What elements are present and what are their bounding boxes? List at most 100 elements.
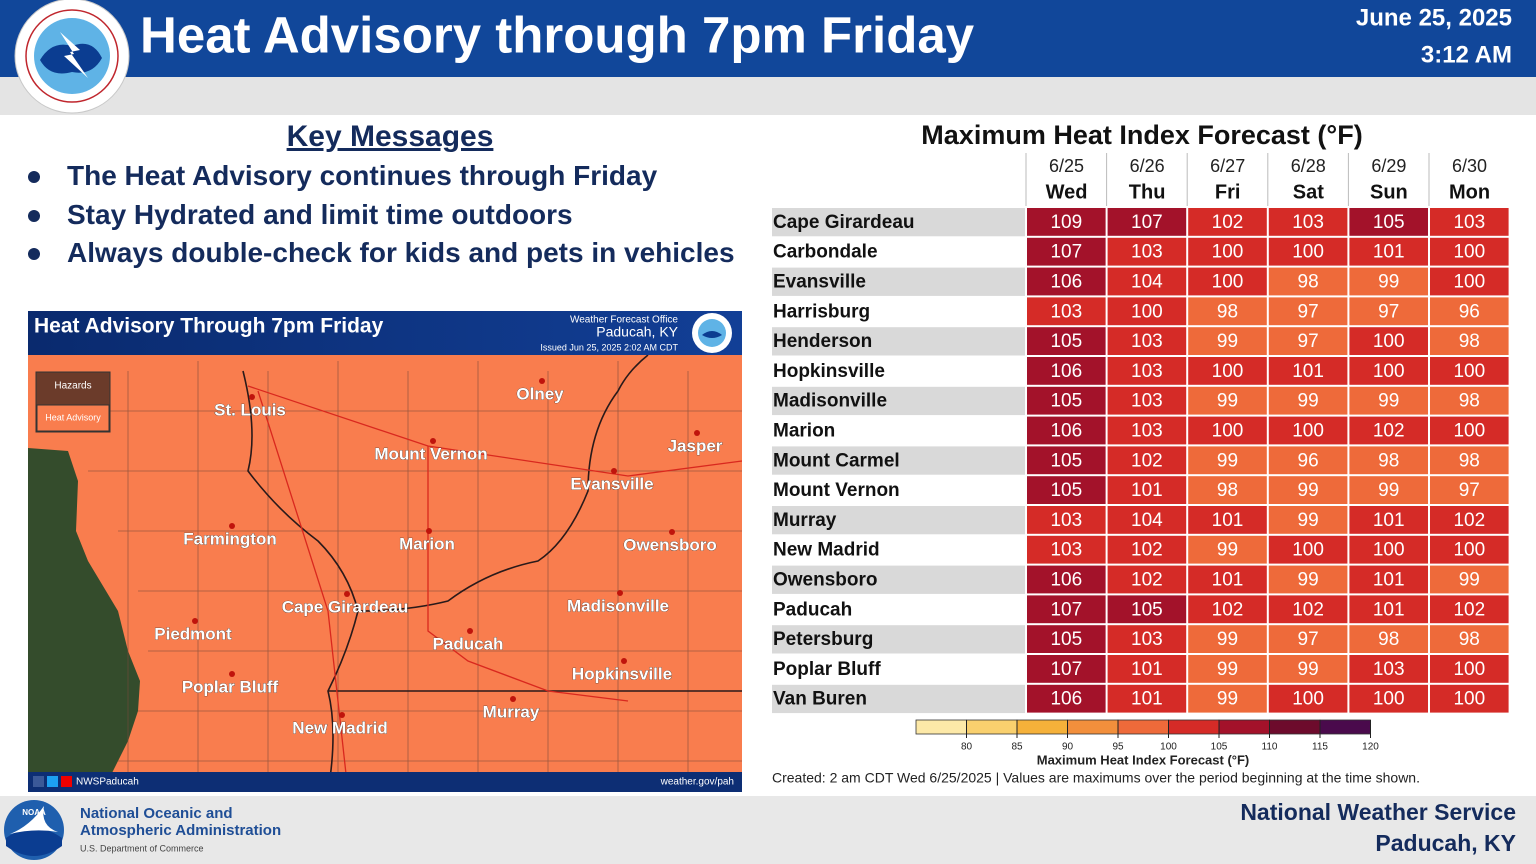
heat-value: 100 bbox=[1212, 421, 1244, 442]
heat-value: 96 bbox=[1459, 301, 1480, 322]
heat-value: 100 bbox=[1212, 361, 1244, 382]
heat-value: 105 bbox=[1050, 480, 1082, 501]
heat-value: 100 bbox=[1131, 301, 1163, 322]
heat-cell bbox=[1188, 506, 1267, 534]
office-line2: Paducah, KY bbox=[1375, 830, 1516, 856]
map-legend-item: Heat Advisory bbox=[45, 412, 101, 422]
heat-value: 102 bbox=[1292, 599, 1324, 620]
legend-swatch bbox=[1168, 719, 1220, 735]
heat-cell bbox=[1107, 237, 1187, 266]
heat-cell bbox=[1027, 684, 1106, 713]
heat-cell bbox=[1430, 625, 1509, 653]
heat-cell bbox=[1268, 237, 1348, 266]
column-date: 6/26 bbox=[1130, 156, 1165, 176]
heat-value: 100 bbox=[1453, 659, 1485, 680]
heat-cell bbox=[1268, 446, 1348, 475]
heat-value: 101 bbox=[1373, 599, 1405, 620]
row-label-bg bbox=[772, 208, 1025, 237]
heat-value: 107 bbox=[1050, 599, 1082, 620]
city-name: Murray bbox=[773, 510, 837, 531]
heat-cell bbox=[1268, 327, 1348, 355]
heat-value: 102 bbox=[1131, 540, 1163, 561]
heat-cell bbox=[1430, 416, 1509, 445]
heat-cell bbox=[1107, 208, 1187, 236]
heat-cell bbox=[1188, 684, 1267, 713]
map-header bbox=[28, 311, 742, 355]
heat-value: 100 bbox=[1453, 361, 1485, 382]
heat-cell bbox=[1268, 386, 1348, 415]
heat-value: 103 bbox=[1292, 212, 1324, 233]
city-dot bbox=[430, 438, 436, 444]
column-date: 6/30 bbox=[1452, 156, 1487, 176]
row-label-bg bbox=[772, 684, 1025, 714]
heat-value: 106 bbox=[1050, 689, 1082, 710]
heat-value: 103 bbox=[1131, 629, 1163, 650]
heat-cell bbox=[1268, 506, 1348, 534]
heat-cell bbox=[1349, 327, 1428, 355]
heat-value: 105 bbox=[1050, 391, 1082, 412]
city-dot bbox=[539, 378, 545, 384]
heat-value: 100 bbox=[1373, 331, 1405, 352]
city-dot bbox=[339, 712, 345, 718]
city-label: Cape Girardeau bbox=[282, 597, 409, 616]
legend-tick-label: 80 bbox=[961, 742, 973, 753]
heat-value: 99 bbox=[1298, 391, 1319, 412]
map-legend-swatch bbox=[36, 404, 110, 432]
header-time: 3:12 AM bbox=[1421, 41, 1512, 68]
column-date: 6/29 bbox=[1371, 156, 1406, 176]
legend-swatch bbox=[966, 719, 1018, 735]
heat-cell bbox=[1268, 476, 1348, 504]
heat-value: 97 bbox=[1298, 301, 1319, 322]
city-name: Van Buren bbox=[773, 689, 867, 710]
heat-cell bbox=[1107, 416, 1187, 445]
city-dot bbox=[229, 671, 235, 677]
heat-value: 96 bbox=[1298, 450, 1319, 471]
heat-cell bbox=[1430, 476, 1509, 504]
heat-cell bbox=[1027, 565, 1106, 594]
heat-value: 102 bbox=[1131, 570, 1163, 591]
city-dot bbox=[669, 529, 675, 535]
heat-value: 100 bbox=[1453, 689, 1485, 710]
heat-value: 98 bbox=[1378, 629, 1399, 650]
heat-value: 99 bbox=[1378, 480, 1399, 501]
heat-value: 103 bbox=[1131, 331, 1163, 352]
heat-cell bbox=[1107, 357, 1187, 385]
heat-cell bbox=[1268, 625, 1348, 653]
map-social: NWSPaducah bbox=[76, 777, 139, 788]
city-name: Paducah bbox=[773, 599, 852, 620]
heat-cell bbox=[1268, 684, 1348, 713]
footer-bar bbox=[0, 796, 1536, 864]
heat-cell bbox=[1027, 655, 1106, 683]
legend-tick-label: 110 bbox=[1262, 742, 1278, 753]
heat-value: 99 bbox=[1217, 540, 1238, 561]
heat-cell bbox=[1027, 267, 1106, 296]
heat-cell bbox=[1107, 476, 1187, 504]
heat-value: 105 bbox=[1050, 450, 1082, 471]
heat-cell bbox=[1268, 357, 1348, 385]
heat-value: 102 bbox=[1453, 510, 1485, 531]
map-legend: Hazards Heat Advisory bbox=[35, 371, 111, 433]
city-dot bbox=[426, 528, 432, 534]
heat-cell bbox=[1349, 297, 1428, 326]
heat-value: 99 bbox=[1378, 391, 1399, 412]
heat-cell bbox=[1268, 595, 1348, 624]
city-label: Owensboro bbox=[623, 535, 717, 554]
key-messages: Key Messages The Heat Advisory continues… bbox=[25, 119, 755, 273]
map-office: Paducah, KY bbox=[596, 324, 678, 340]
column-day: Fri bbox=[1215, 181, 1241, 203]
heat-cell bbox=[1107, 684, 1187, 713]
row-label-bg bbox=[772, 416, 1025, 445]
legend-swatch bbox=[1117, 719, 1169, 735]
heat-value: 98 bbox=[1217, 480, 1238, 501]
heat-cell bbox=[1188, 446, 1267, 475]
city-name: Henderson bbox=[773, 331, 872, 352]
city-label: Murray bbox=[483, 702, 540, 721]
heat-cell bbox=[1107, 625, 1187, 653]
heat-value: 100 bbox=[1453, 421, 1485, 442]
map-terrain bbox=[28, 448, 140, 792]
city-label: Olney bbox=[516, 384, 564, 403]
row-label-bg bbox=[772, 476, 1025, 505]
heat-cell bbox=[1430, 655, 1509, 683]
heat-cell bbox=[1027, 237, 1106, 266]
heat-value: 105 bbox=[1050, 331, 1082, 352]
